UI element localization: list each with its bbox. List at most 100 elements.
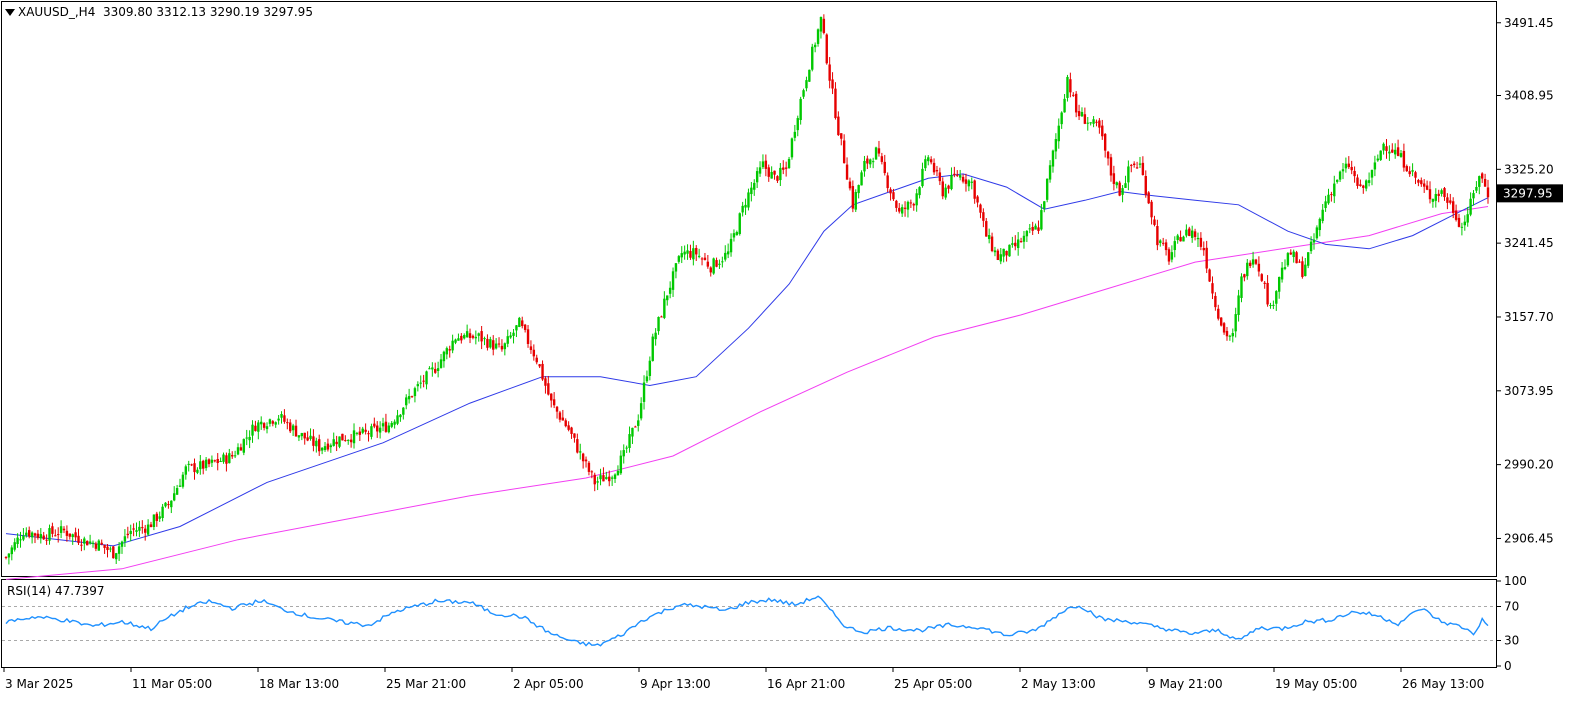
candle-body xyxy=(486,338,489,348)
candle xyxy=(631,427,634,444)
candle-body xyxy=(1324,201,1327,209)
current-price-label: 3297.95 xyxy=(1503,186,1553,200)
candle xyxy=(233,450,237,459)
candle xyxy=(866,155,869,170)
candle xyxy=(689,244,692,260)
candle xyxy=(709,266,712,277)
candle xyxy=(364,423,367,435)
candle xyxy=(352,423,356,449)
candle-body xyxy=(497,343,501,345)
candle xyxy=(48,524,51,545)
candle xyxy=(329,443,333,453)
candle xyxy=(1364,179,1368,192)
candle-body xyxy=(30,532,34,538)
candle xyxy=(506,329,509,348)
candle-body xyxy=(407,396,411,400)
candle xyxy=(190,463,193,467)
candle-body xyxy=(1356,177,1359,186)
rsi-tick-label: 70 xyxy=(1504,600,1519,614)
candle xyxy=(144,524,147,541)
candle-body xyxy=(813,44,817,48)
candle-body xyxy=(1446,197,1449,203)
candle-body xyxy=(326,443,330,450)
candle xyxy=(1008,244,1011,257)
candle-body xyxy=(1251,259,1255,265)
candle xyxy=(683,245,686,260)
candle-body xyxy=(982,212,985,221)
candle-body xyxy=(1095,121,1098,123)
candle xyxy=(1333,175,1336,204)
candle-body xyxy=(1040,210,1043,230)
candle-body xyxy=(1135,167,1139,169)
candle xyxy=(573,433,576,443)
candle-body xyxy=(4,557,8,559)
candle-body xyxy=(1414,172,1417,178)
candle-body xyxy=(480,331,483,342)
candle xyxy=(538,363,541,369)
candle xyxy=(361,426,364,435)
candle xyxy=(242,438,246,456)
candle xyxy=(1405,164,1408,172)
candle xyxy=(1321,204,1324,224)
candle xyxy=(555,405,559,419)
candle xyxy=(1437,189,1440,203)
candle-body xyxy=(178,485,182,487)
candle xyxy=(1359,179,1362,187)
candle xyxy=(784,161,788,177)
candle xyxy=(898,203,901,214)
candle-body xyxy=(663,298,666,318)
candle-body xyxy=(500,345,504,350)
candle xyxy=(1176,233,1179,244)
candle-body xyxy=(857,185,860,194)
candle-body xyxy=(1463,221,1466,226)
candle xyxy=(874,146,878,160)
candle-body xyxy=(996,250,1000,261)
candle xyxy=(1475,181,1478,194)
candle-body xyxy=(228,453,231,464)
candle-body xyxy=(564,420,567,427)
candle xyxy=(871,157,875,169)
candle xyxy=(639,397,643,421)
candle xyxy=(1431,198,1435,208)
candle-body xyxy=(1422,183,1426,187)
candle-body xyxy=(677,256,681,262)
candle xyxy=(587,460,591,476)
candle xyxy=(1188,226,1191,237)
candle-body xyxy=(1280,267,1284,280)
time-tick-label: 25 Apr 05:00 xyxy=(894,677,972,691)
close-value: 3297.95 xyxy=(263,5,313,19)
candle-body xyxy=(1283,267,1287,269)
candle xyxy=(947,184,950,194)
candle xyxy=(770,166,773,179)
candle xyxy=(489,336,492,349)
candle-body xyxy=(1486,187,1490,198)
rsi-line xyxy=(5,595,1489,647)
candle xyxy=(596,476,599,491)
candle-body xyxy=(921,168,924,187)
candle-body xyxy=(689,251,692,258)
candle-body xyxy=(1025,230,1029,237)
candle-body xyxy=(167,504,170,506)
candle xyxy=(741,201,744,217)
candle-body xyxy=(300,433,304,437)
candle xyxy=(1167,247,1171,265)
candle xyxy=(1124,175,1127,188)
symbol-menu-triangle-icon[interactable] xyxy=(5,9,15,16)
candle-body xyxy=(1164,242,1168,251)
candle xyxy=(787,156,791,169)
candle xyxy=(877,140,881,157)
candle-body xyxy=(941,181,944,197)
price-tick-label: 3491.45 xyxy=(1504,16,1554,30)
candle xyxy=(845,157,849,180)
candle-body xyxy=(349,439,353,443)
candle xyxy=(863,155,866,177)
candle-body xyxy=(1121,188,1124,195)
candle xyxy=(1472,190,1475,206)
candle-body xyxy=(532,349,536,357)
candle xyxy=(1335,179,1339,184)
candle-body xyxy=(1190,230,1194,238)
candle xyxy=(912,202,915,211)
candle-body xyxy=(1092,119,1095,124)
candle-body xyxy=(1074,93,1078,113)
